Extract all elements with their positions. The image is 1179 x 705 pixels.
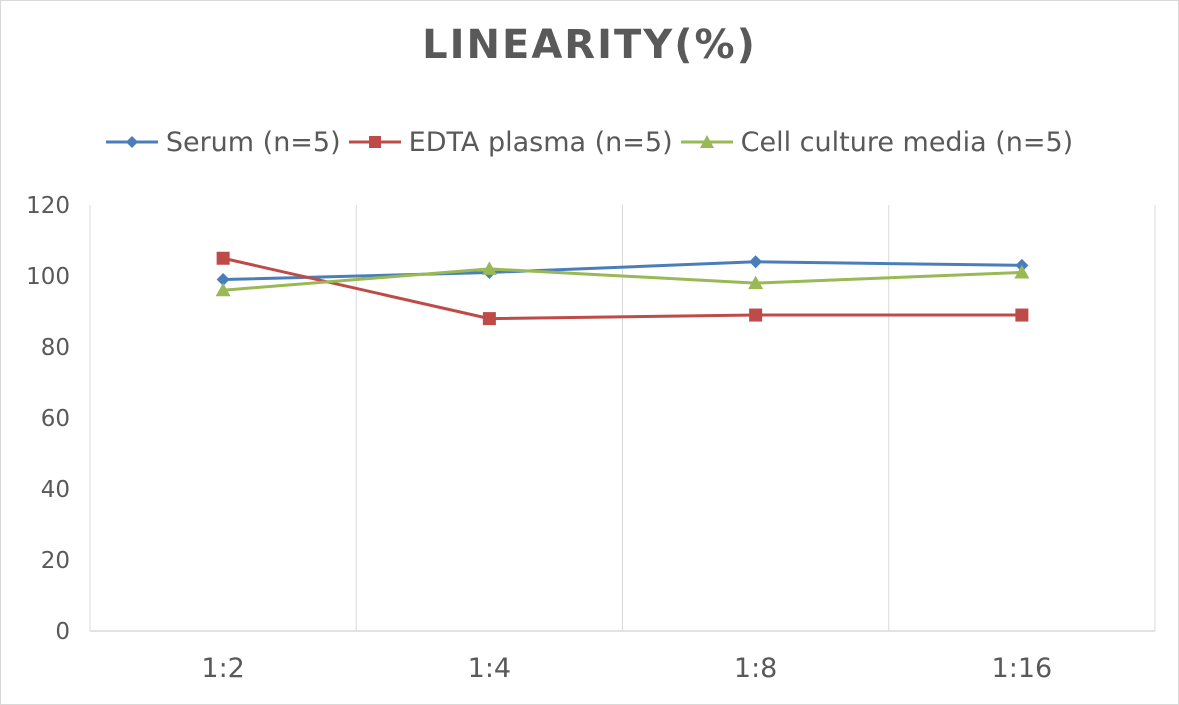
y-tick-label: 80: [41, 335, 70, 361]
data-point-serum: [749, 255, 763, 269]
series-line-serum: [223, 260, 1022, 282]
legend-marker-serum: [105, 136, 158, 148]
data-point-cell-culture-media: [481, 261, 497, 275]
data-point-edta-plasma: [749, 308, 763, 322]
chart-title: LINEARITY(%): [422, 22, 757, 68]
x-tick-label: 1:2: [201, 653, 244, 684]
data-point-cell-culture-media: [1014, 264, 1030, 279]
legend-item-cell-culture-media: Cell culture media (n=5): [680, 126, 1074, 158]
legend-item-serum: Serum (n=5): [105, 126, 341, 158]
y-tick-label: 20: [41, 548, 70, 574]
legend-label-edta-plasma: EDTA plasma (n=5): [408, 126, 673, 158]
data-point-edta-plasma: [216, 251, 230, 265]
y-tick-label: 40: [41, 477, 70, 503]
series-line-edta-plasma: [222, 256, 1022, 321]
legend-marker-cell-culture-media: [680, 135, 733, 148]
legend-item-edta-plasma: EDTA plasma (n=5): [348, 126, 673, 158]
data-point-edta-plasma: [482, 312, 496, 326]
legend-label-serum: Serum (n=5): [165, 126, 341, 158]
data-point-cell-culture-media: [748, 275, 764, 290]
x-tick-label: 1:4: [468, 653, 511, 684]
data-point-edta-plasma: [1015, 308, 1029, 322]
y-tick-label: 60: [41, 406, 70, 432]
y-tick-label: 0: [55, 619, 70, 645]
legend-marker-edta-plasma: [348, 136, 401, 148]
series-line-cell-culture-media: [223, 267, 1022, 292]
y-tick-label: 120: [26, 193, 70, 219]
data-point-serum: [216, 273, 230, 287]
x-tick-label: 1:8: [734, 653, 777, 684]
legend: Serum (n=5) EDTA plasma (n=5) Cell cultu…: [0, 120, 1179, 164]
y-tick-label: 100: [26, 264, 70, 290]
x-tick-label: 1:16: [992, 653, 1053, 684]
legend-label-cell-culture-media: Cell culture media (n=5): [740, 126, 1074, 158]
data-point-cell-culture-media: [215, 282, 231, 297]
